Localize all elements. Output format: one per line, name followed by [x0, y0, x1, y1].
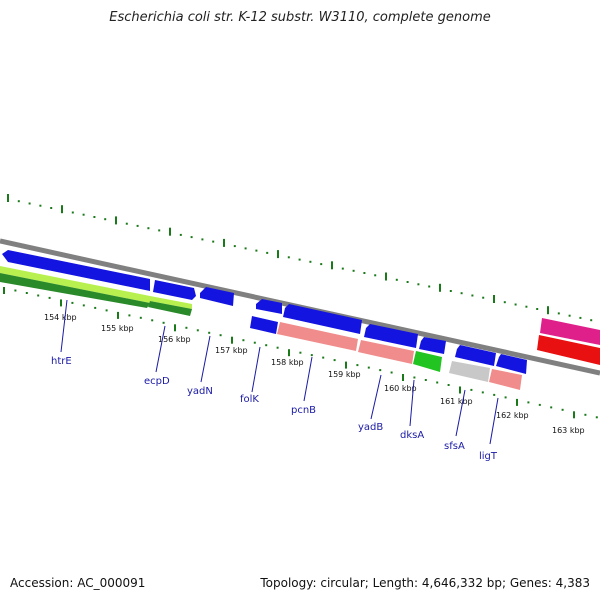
feature-band — [0, 266, 150, 303]
feature-band — [358, 340, 414, 364]
gene-leader-line — [303, 356, 313, 402]
gene-label-yadB[interactable]: yadB — [358, 422, 383, 433]
gene-leader-line — [60, 299, 68, 353]
scale-label: 154 kbp — [44, 313, 77, 322]
gene-leader-line — [489, 397, 499, 445]
gene-label-yadN[interactable]: yadN — [187, 386, 213, 397]
feature-band — [277, 322, 358, 351]
feature-band — [449, 361, 490, 382]
scale-label: 155 kbp — [101, 324, 134, 333]
inner-tick-ring — [3, 287, 598, 419]
feature-arrow — [256, 299, 282, 314]
gene-labels: htrE ecpD yadN folK pcnB yadB dksA sfsA ligT — [51, 299, 499, 462]
map-title: Escherichia coli str. K-12 substr. W3110… — [109, 10, 491, 25]
feature-arrow — [364, 324, 418, 348]
gene-label-folK[interactable]: folK — [240, 394, 259, 405]
gene-label-dksA[interactable]: dksA — [400, 430, 424, 441]
scale-label: 162 kbp — [496, 411, 529, 420]
feature-arrow — [200, 287, 234, 306]
scale-label: 159 kbp — [328, 370, 361, 379]
gene-label-ecpD[interactable]: ecpD — [144, 376, 170, 387]
feature-arrow — [496, 354, 527, 374]
gene-label-htrE[interactable]: htrE — [51, 356, 72, 367]
feature-arrow — [283, 304, 362, 334]
accession-text: Accession: AC_000091 — [10, 576, 146, 590]
feature-arrow — [250, 316, 278, 334]
feature-band — [413, 351, 442, 372]
scale-label: 160 kbp — [384, 384, 417, 393]
feature-band — [0, 273, 150, 308]
summary-text: Topology: circular; Length: 4,646,332 bp… — [260, 576, 590, 590]
gene-leader-line — [200, 335, 211, 383]
gene-label-ligT[interactable]: ligT — [479, 451, 498, 462]
feature-band — [540, 318, 600, 345]
gene-leader-line — [155, 325, 166, 373]
gene-leader-line — [409, 379, 415, 427]
scale-label: 156 kbp — [158, 335, 191, 344]
outer-tick-ring — [7, 194, 593, 322]
feature-arrow — [419, 337, 446, 354]
feature-band — [148, 301, 192, 316]
scale-label: 163 kbp — [552, 426, 585, 435]
feature-arrow — [2, 250, 150, 291]
gene-label-sfsA[interactable]: sfsA — [444, 441, 465, 452]
gene-leader-line — [455, 389, 466, 437]
scale-label: 158 kbp — [271, 358, 304, 367]
feature-arrow — [455, 345, 496, 366]
scale-label: 161 kbp — [440, 397, 473, 406]
feature-arrow — [153, 280, 196, 300]
feature-band — [537, 335, 600, 365]
gene-leader-line — [251, 346, 261, 393]
scale-label: 157 kbp — [215, 346, 248, 355]
feature-band — [489, 369, 522, 390]
scale-labels: 154 kbp 155 kbp 156 kbp 157 kbp 158 kbp 159 k… — [44, 313, 585, 435]
feature-band — [150, 296, 192, 309]
gene-label-pcnB[interactable]: pcnB — [291, 405, 316, 416]
gene-leader-line — [370, 374, 382, 420]
